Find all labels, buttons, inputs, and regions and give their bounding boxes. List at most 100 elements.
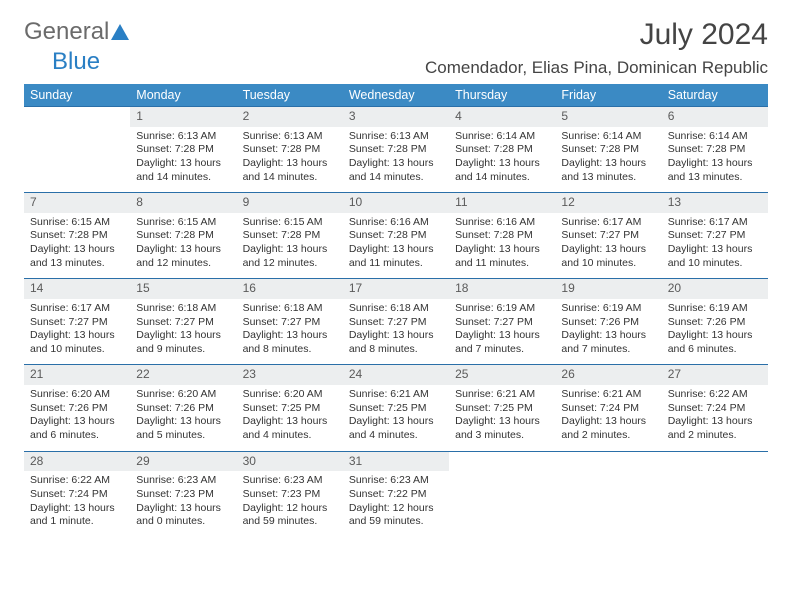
day-number: 15 (130, 278, 236, 299)
sunrise-text: Sunrise: 6:13 AM (136, 130, 230, 144)
daylight-text: Daylight: 12 hours and 59 minutes. (349, 502, 443, 529)
calendar-cell (24, 106, 130, 192)
weekday-header-row: SundayMondayTuesdayWednesdayThursdayFrid… (24, 84, 768, 106)
daylight-text: Daylight: 13 hours and 8 minutes. (243, 329, 337, 356)
sunset-text: Sunset: 7:25 PM (349, 402, 443, 416)
calendar-row: 21Sunrise: 6:20 AMSunset: 7:26 PMDayligh… (24, 364, 768, 450)
day-number: 19 (555, 278, 661, 299)
day-number: 12 (555, 192, 661, 213)
calendar-cell: 14Sunrise: 6:17 AMSunset: 7:27 PMDayligh… (24, 278, 130, 364)
daylight-text: Daylight: 13 hours and 7 minutes. (455, 329, 549, 356)
sunset-text: Sunset: 7:28 PM (455, 143, 549, 157)
daylight-text: Daylight: 13 hours and 2 minutes. (668, 415, 762, 442)
day-number: 24 (343, 364, 449, 385)
day-number: 2 (237, 106, 343, 127)
day-body: Sunrise: 6:14 AMSunset: 7:28 PMDaylight:… (662, 127, 768, 193)
sunrise-text: Sunrise: 6:18 AM (243, 302, 337, 316)
calendar-cell: 20Sunrise: 6:19 AMSunset: 7:26 PMDayligh… (662, 278, 768, 364)
weekday-header: Friday (555, 84, 661, 106)
calendar-cell: 24Sunrise: 6:21 AMSunset: 7:25 PMDayligh… (343, 364, 449, 450)
sunrise-text: Sunrise: 6:20 AM (136, 388, 230, 402)
sunset-text: Sunset: 7:26 PM (668, 316, 762, 330)
day-number: 8 (130, 192, 236, 213)
day-number: 3 (343, 106, 449, 127)
calendar-row: 28Sunrise: 6:22 AMSunset: 7:24 PMDayligh… (24, 451, 768, 537)
day-body: Sunrise: 6:15 AMSunset: 7:28 PMDaylight:… (237, 213, 343, 279)
calendar-cell: 7Sunrise: 6:15 AMSunset: 7:28 PMDaylight… (24, 192, 130, 278)
calendar-cell (449, 451, 555, 537)
day-body: Sunrise: 6:22 AMSunset: 7:24 PMDaylight:… (662, 385, 768, 451)
day-number: 6 (662, 106, 768, 127)
sunset-text: Sunset: 7:24 PM (668, 402, 762, 416)
calendar-cell: 30Sunrise: 6:23 AMSunset: 7:23 PMDayligh… (237, 451, 343, 537)
calendar-cell: 10Sunrise: 6:16 AMSunset: 7:28 PMDayligh… (343, 192, 449, 278)
day-number: 31 (343, 451, 449, 472)
day-body: Sunrise: 6:19 AMSunset: 7:26 PMDaylight:… (662, 299, 768, 365)
daylight-text: Daylight: 13 hours and 13 minutes. (30, 243, 124, 270)
daylight-text: Daylight: 13 hours and 14 minutes. (243, 157, 337, 184)
calendar-cell: 3Sunrise: 6:13 AMSunset: 7:28 PMDaylight… (343, 106, 449, 192)
calendar-table: SundayMondayTuesdayWednesdayThursdayFrid… (24, 84, 768, 537)
day-body: Sunrise: 6:18 AMSunset: 7:27 PMDaylight:… (130, 299, 236, 365)
daylight-text: Daylight: 13 hours and 11 minutes. (349, 243, 443, 270)
sunset-text: Sunset: 7:27 PM (668, 229, 762, 243)
sunset-text: Sunset: 7:28 PM (243, 143, 337, 157)
calendar-cell: 9Sunrise: 6:15 AMSunset: 7:28 PMDaylight… (237, 192, 343, 278)
day-number: 5 (555, 106, 661, 127)
sunset-text: Sunset: 7:22 PM (349, 488, 443, 502)
daylight-text: Daylight: 13 hours and 6 minutes. (668, 329, 762, 356)
day-number: 7 (24, 192, 130, 213)
daylight-text: Daylight: 13 hours and 9 minutes. (136, 329, 230, 356)
weekday-header: Saturday (662, 84, 768, 106)
calendar-cell: 21Sunrise: 6:20 AMSunset: 7:26 PMDayligh… (24, 364, 130, 450)
sunrise-text: Sunrise: 6:18 AM (136, 302, 230, 316)
daylight-text: Daylight: 13 hours and 0 minutes. (136, 502, 230, 529)
sunset-text: Sunset: 7:26 PM (136, 402, 230, 416)
day-number: 14 (24, 278, 130, 299)
calendar-row: 14Sunrise: 6:17 AMSunset: 7:27 PMDayligh… (24, 278, 768, 364)
daylight-text: Daylight: 13 hours and 10 minutes. (561, 243, 655, 270)
day-body: Sunrise: 6:22 AMSunset: 7:24 PMDaylight:… (24, 471, 130, 537)
weekday-header: Tuesday (237, 84, 343, 106)
sunrise-text: Sunrise: 6:13 AM (349, 130, 443, 144)
day-body: Sunrise: 6:19 AMSunset: 7:26 PMDaylight:… (555, 299, 661, 365)
sunset-text: Sunset: 7:25 PM (455, 402, 549, 416)
daylight-text: Daylight: 13 hours and 8 minutes. (349, 329, 443, 356)
daylight-text: Daylight: 13 hours and 12 minutes. (136, 243, 230, 270)
logo-sub: Blue (52, 40, 100, 84)
calendar-body: 1Sunrise: 6:13 AMSunset: 7:28 PMDaylight… (24, 106, 768, 537)
calendar-cell: 1Sunrise: 6:13 AMSunset: 7:28 PMDaylight… (130, 106, 236, 192)
day-number: 29 (130, 451, 236, 472)
calendar-cell: 19Sunrise: 6:19 AMSunset: 7:26 PMDayligh… (555, 278, 661, 364)
sunrise-text: Sunrise: 6:13 AM (243, 130, 337, 144)
location: Comendador, Elias Pina, Dominican Republ… (425, 58, 768, 78)
sunset-text: Sunset: 7:28 PM (561, 143, 655, 157)
sunset-text: Sunset: 7:27 PM (30, 316, 124, 330)
calendar-cell: 29Sunrise: 6:23 AMSunset: 7:23 PMDayligh… (130, 451, 236, 537)
sunrise-text: Sunrise: 6:14 AM (668, 130, 762, 144)
sunset-text: Sunset: 7:28 PM (349, 229, 443, 243)
calendar-cell: 5Sunrise: 6:14 AMSunset: 7:28 PMDaylight… (555, 106, 661, 192)
day-body: Sunrise: 6:14 AMSunset: 7:28 PMDaylight:… (449, 127, 555, 193)
calendar-cell: 26Sunrise: 6:21 AMSunset: 7:24 PMDayligh… (555, 364, 661, 450)
day-number: 28 (24, 451, 130, 472)
sunrise-text: Sunrise: 6:23 AM (136, 474, 230, 488)
sunrise-text: Sunrise: 6:18 AM (349, 302, 443, 316)
day-body: Sunrise: 6:23 AMSunset: 7:23 PMDaylight:… (237, 471, 343, 537)
sunrise-text: Sunrise: 6:23 AM (243, 474, 337, 488)
daylight-text: Daylight: 13 hours and 10 minutes. (30, 329, 124, 356)
day-body: Sunrise: 6:21 AMSunset: 7:24 PMDaylight:… (555, 385, 661, 451)
day-body: Sunrise: 6:18 AMSunset: 7:27 PMDaylight:… (343, 299, 449, 365)
day-body: Sunrise: 6:20 AMSunset: 7:26 PMDaylight:… (130, 385, 236, 451)
daylight-text: Daylight: 13 hours and 7 minutes. (561, 329, 655, 356)
day-number: 25 (449, 364, 555, 385)
daylight-text: Daylight: 13 hours and 14 minutes. (455, 157, 549, 184)
calendar-cell (555, 451, 661, 537)
day-body: Sunrise: 6:17 AMSunset: 7:27 PMDaylight:… (662, 213, 768, 279)
sunset-text: Sunset: 7:28 PM (136, 229, 230, 243)
day-number-empty (24, 106, 130, 127)
day-number: 30 (237, 451, 343, 472)
day-number: 27 (662, 364, 768, 385)
daylight-text: Daylight: 13 hours and 3 minutes. (455, 415, 549, 442)
day-number: 18 (449, 278, 555, 299)
